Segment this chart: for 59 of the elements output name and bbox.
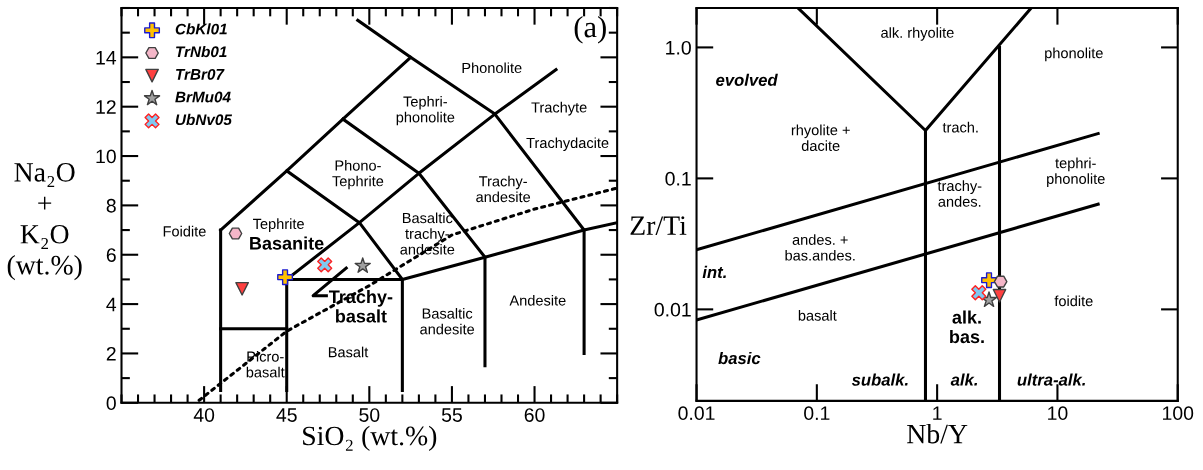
- annotation: ultra-alk.: [1017, 373, 1085, 386]
- y-tick-label: 10: [96, 149, 116, 164]
- x-tick-label: 45: [276, 408, 297, 422]
- y-tick-label: 6: [106, 248, 116, 262]
- annotation: Foidite: [163, 225, 206, 237]
- annotation: Basaltic andesite: [420, 307, 475, 335]
- x-tick-label: 10: [1048, 406, 1068, 421]
- legend-label: BrMu04: [175, 91, 231, 103]
- annotation: tephri- phonolite: [1047, 157, 1105, 187]
- annotation: rhyolite + dacite: [791, 124, 850, 151]
- y-tick-label: 0: [106, 396, 116, 411]
- y-tick-label: 8: [106, 198, 116, 213]
- annotation: alk.: [950, 373, 978, 386]
- x-axis-title: SiO₂ (wt.%): [303, 425, 437, 451]
- annotation: foidite: [1054, 295, 1093, 307]
- x-tick-label: 55: [441, 408, 462, 422]
- y-axis-title: Zr/Ti: [630, 216, 687, 235]
- annotation: subalk.: [851, 373, 908, 386]
- y-tick-label: 1.0: [666, 40, 691, 55]
- annotation: Phono- Tephrite: [332, 159, 384, 190]
- y-tick-label: 12: [96, 100, 116, 114]
- x-tick-label: 50: [359, 408, 380, 422]
- y-tick-label: 0.01: [654, 302, 691, 317]
- annotation: int.: [702, 265, 726, 279]
- legend-label: TrNb01: [176, 45, 227, 58]
- annotation: basalt: [798, 310, 837, 321]
- x-tick-label: 40: [193, 408, 215, 422]
- annotation: Trachyte: [531, 101, 587, 116]
- x-axis-title: Nb/Y: [907, 423, 968, 444]
- annotation: Phonolite: [462, 62, 522, 74]
- annotation: trach.: [942, 121, 978, 133]
- y-tick-label: 14: [96, 51, 117, 65]
- x-tick-label: 100: [1163, 406, 1194, 421]
- annotation: (a): [574, 15, 606, 44]
- y-tick-label: 0.1: [665, 171, 691, 186]
- annotation: evolved: [716, 73, 778, 86]
- annotation: Trachydacite: [526, 137, 609, 151]
- annotation: alk. rhyolite: [881, 27, 954, 41]
- annotation: Basalt: [328, 346, 369, 358]
- legend-label: TrBr07: [176, 68, 225, 80]
- y-axis-title: Na₂O + K₂O (wt.%): [7, 163, 82, 281]
- legend-label: CbKl01: [175, 23, 227, 35]
- x-tick-label: 60: [524, 408, 545, 422]
- annotation: Andesite: [509, 294, 566, 306]
- annotation: basic: [718, 351, 761, 365]
- y-tick-label: 2: [106, 346, 116, 361]
- annotation: phonolite: [1045, 47, 1103, 62]
- annotation: trachy- andes.: [937, 180, 982, 207]
- annotation: Basanite: [250, 236, 324, 250]
- annotation: andes. + bas.andes.: [785, 234, 855, 261]
- annotation: Tephri- phonolite: [396, 95, 455, 126]
- x-tick-label: 0.1: [804, 406, 830, 421]
- annotation: Trachy- andesite: [476, 175, 531, 203]
- x-tick-label: 0.01: [678, 406, 715, 421]
- legend-label: UbNv05: [175, 113, 233, 126]
- annotation: alk. bas.: [950, 310, 984, 344]
- annotation: Tephrite: [253, 218, 304, 232]
- x-tick-label: 1: [933, 406, 942, 420]
- y-tick-label: 4: [106, 297, 117, 312]
